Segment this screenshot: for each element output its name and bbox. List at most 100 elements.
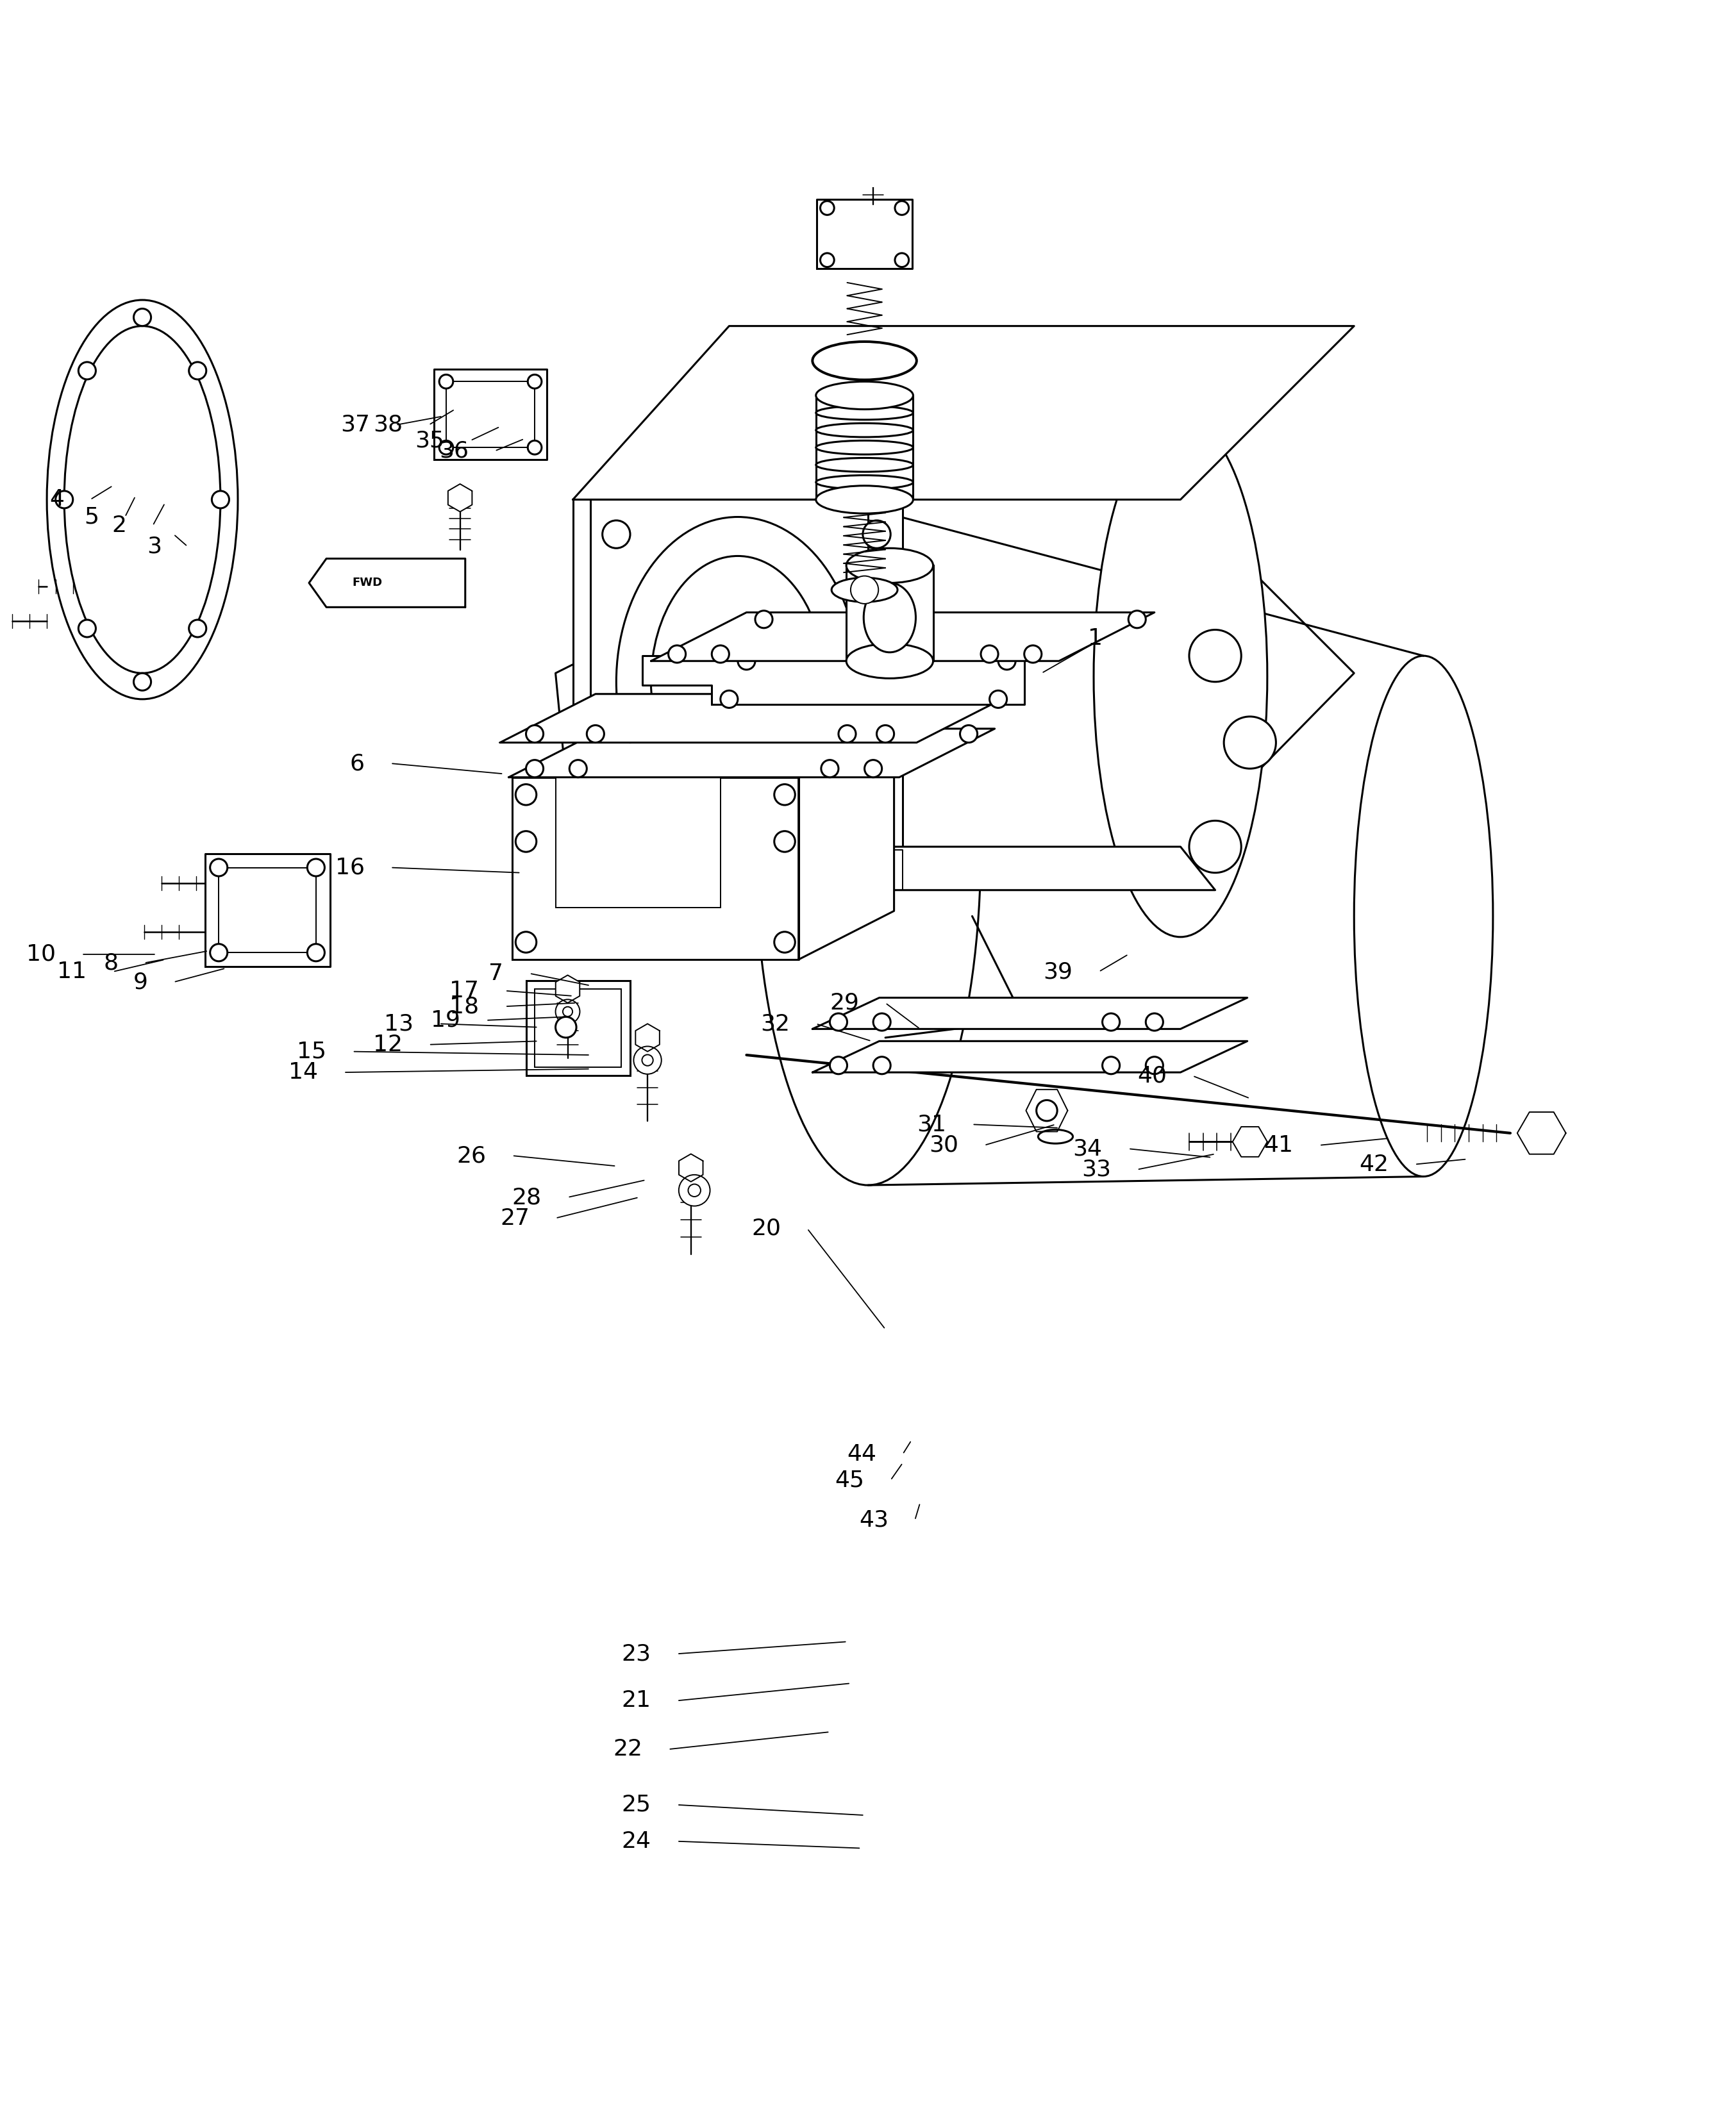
- Ellipse shape: [64, 327, 220, 673]
- Circle shape: [1146, 1013, 1163, 1030]
- Text: 1: 1: [1088, 627, 1102, 650]
- Circle shape: [526, 760, 543, 776]
- Ellipse shape: [816, 458, 913, 473]
- Circle shape: [516, 785, 536, 806]
- Ellipse shape: [816, 475, 913, 490]
- Circle shape: [998, 652, 1016, 669]
- Text: 41: 41: [1264, 1135, 1293, 1156]
- Circle shape: [587, 726, 604, 743]
- Circle shape: [1102, 1057, 1120, 1074]
- Circle shape: [774, 785, 795, 806]
- Circle shape: [78, 363, 95, 380]
- Ellipse shape: [646, 582, 811, 833]
- Text: 26: 26: [457, 1146, 486, 1167]
- Circle shape: [78, 620, 95, 637]
- Text: 43: 43: [859, 1509, 889, 1532]
- Text: 38: 38: [373, 414, 403, 437]
- Text: 10: 10: [26, 943, 56, 964]
- Polygon shape: [573, 846, 1215, 890]
- Ellipse shape: [651, 557, 825, 808]
- Text: 29: 29: [830, 992, 859, 1013]
- Circle shape: [720, 690, 738, 707]
- Text: FWD: FWD: [352, 578, 382, 589]
- Text: 44: 44: [847, 1443, 877, 1464]
- Ellipse shape: [845, 644, 934, 677]
- Polygon shape: [642, 656, 1024, 705]
- Circle shape: [851, 576, 878, 603]
- Polygon shape: [556, 975, 580, 1002]
- Ellipse shape: [755, 509, 981, 1186]
- Polygon shape: [799, 728, 894, 960]
- Circle shape: [307, 943, 325, 962]
- Circle shape: [960, 726, 977, 743]
- Circle shape: [528, 441, 542, 454]
- Polygon shape: [512, 728, 894, 776]
- Polygon shape: [509, 728, 995, 776]
- Circle shape: [56, 492, 73, 509]
- Ellipse shape: [47, 300, 238, 698]
- Text: 39: 39: [1043, 960, 1073, 983]
- Text: 45: 45: [835, 1469, 865, 1492]
- Polygon shape: [573, 500, 903, 850]
- Bar: [556, 768, 720, 907]
- Ellipse shape: [1094, 416, 1267, 937]
- Text: 31: 31: [917, 1114, 946, 1135]
- Text: 14: 14: [288, 1061, 318, 1082]
- Bar: [851, 74, 878, 95]
- Text: 17: 17: [450, 979, 479, 1002]
- Circle shape: [793, 580, 856, 644]
- Text: 30: 30: [929, 1135, 958, 1156]
- Circle shape: [819, 200, 833, 215]
- Ellipse shape: [1354, 656, 1493, 1177]
- Text: 25: 25: [621, 1793, 651, 1817]
- Text: 2: 2: [113, 515, 127, 536]
- Circle shape: [819, 253, 833, 268]
- Circle shape: [212, 492, 229, 509]
- Polygon shape: [434, 369, 547, 460]
- Polygon shape: [679, 1154, 703, 1182]
- Text: 7: 7: [490, 962, 503, 985]
- Text: 18: 18: [450, 996, 479, 1017]
- Ellipse shape: [816, 485, 913, 513]
- Text: 24: 24: [621, 1829, 651, 1853]
- Polygon shape: [446, 382, 535, 447]
- Text: 32: 32: [760, 1013, 790, 1034]
- Text: 34: 34: [1073, 1137, 1102, 1160]
- Circle shape: [189, 620, 207, 637]
- Bar: [526, 981, 630, 1076]
- Circle shape: [1189, 821, 1241, 874]
- Text: 15: 15: [297, 1040, 326, 1063]
- Text: 36: 36: [439, 441, 469, 462]
- Circle shape: [873, 1013, 891, 1030]
- Circle shape: [981, 646, 998, 663]
- Text: 8: 8: [102, 952, 118, 975]
- Polygon shape: [205, 855, 330, 966]
- Circle shape: [562, 1006, 573, 1017]
- Circle shape: [1146, 1057, 1163, 1074]
- Circle shape: [210, 859, 227, 876]
- Circle shape: [439, 441, 453, 454]
- Text: 6: 6: [351, 753, 365, 774]
- Circle shape: [1102, 1013, 1120, 1030]
- Ellipse shape: [832, 578, 898, 601]
- Circle shape: [1224, 717, 1276, 768]
- Circle shape: [668, 646, 686, 663]
- Circle shape: [307, 859, 325, 876]
- Circle shape: [821, 760, 838, 776]
- Circle shape: [556, 1000, 580, 1023]
- Circle shape: [134, 673, 151, 690]
- Circle shape: [602, 521, 630, 549]
- Ellipse shape: [863, 582, 915, 652]
- Circle shape: [873, 1057, 891, 1074]
- Circle shape: [634, 1047, 661, 1074]
- Circle shape: [830, 1057, 847, 1074]
- Text: 28: 28: [512, 1186, 542, 1209]
- Circle shape: [516, 933, 536, 952]
- Circle shape: [894, 200, 910, 215]
- Circle shape: [774, 933, 795, 952]
- Text: 5: 5: [85, 506, 99, 528]
- Circle shape: [569, 760, 587, 776]
- Text: 20: 20: [752, 1217, 781, 1239]
- Polygon shape: [448, 483, 472, 513]
- Bar: [616, 726, 712, 795]
